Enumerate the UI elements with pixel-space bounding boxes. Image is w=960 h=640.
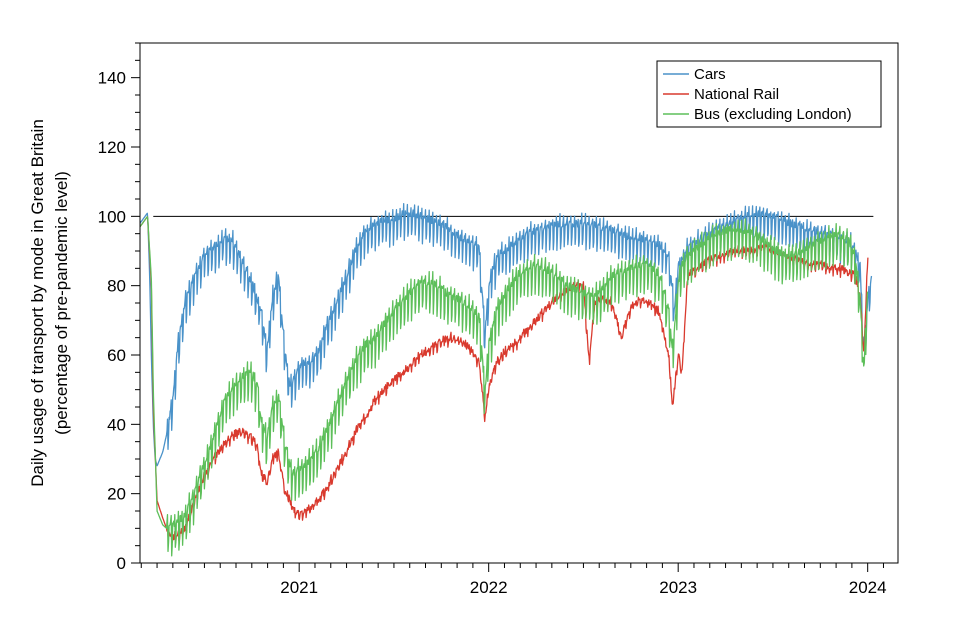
y-axis-label-line1: Daily usage of transport by mode in Grea… [28, 119, 47, 487]
series-layer [139, 203, 873, 557]
x-tick-label: 2022 [470, 578, 508, 597]
y-tick-label: 60 [107, 346, 126, 365]
y-tick-label: 120 [98, 138, 126, 157]
y-tick-label: 0 [117, 554, 126, 573]
y-tick-label: 40 [107, 415, 126, 434]
legend: Cars National Rail Bus (excluding London) [656, 60, 882, 128]
y-tick-label: 20 [107, 485, 126, 504]
series-line-bus-excluding-london [139, 216, 869, 557]
legend-label: Bus (excluding London) [694, 106, 852, 123]
y-tick-label: 80 [107, 277, 126, 296]
y-tick-label: 100 [98, 207, 126, 226]
x-tick-label: 2023 [659, 578, 697, 597]
y-tick-label: 140 [98, 69, 126, 88]
legend-label: Cars [694, 66, 726, 83]
y-axis: 0 20 40 60 80 100 120 140 [98, 42, 140, 573]
y-axis-label-line2: (percentage of pre-pandemic level) [52, 171, 71, 435]
x-axis: 2021 2022 2023 2024 [140, 563, 887, 597]
x-tick-label: 2021 [280, 578, 318, 597]
x-tick-label: 2024 [849, 578, 887, 597]
legend-box [656, 60, 882, 128]
legend-label: National Rail [694, 86, 779, 103]
